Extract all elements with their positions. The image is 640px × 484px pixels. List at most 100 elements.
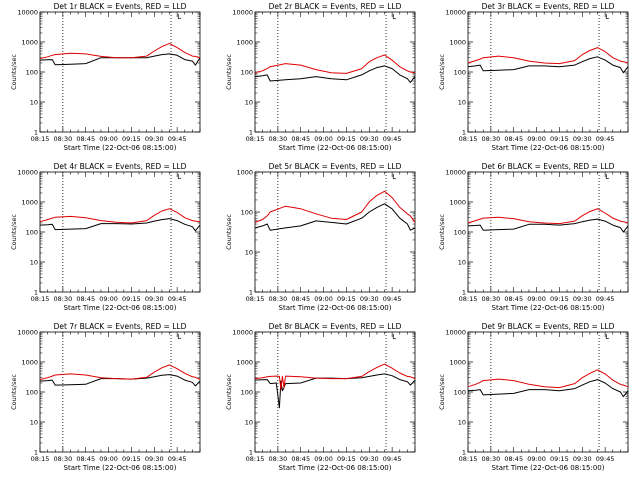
x-tick-label: 08:15 bbox=[459, 455, 478, 463]
y-tick-label: 100 bbox=[454, 229, 466, 237]
panel-det-7r: Det 7r BLACK = Events, RED = LLD L 1 10 100 1… bbox=[10, 322, 201, 472]
x-tick-label: 08:30 bbox=[268, 455, 287, 463]
x-axis-label: Start Time (22-Oct-06 08:15:00) bbox=[279, 144, 392, 152]
x-tick-label: 09:45 bbox=[596, 455, 615, 463]
series-line-events-black bbox=[39, 374, 201, 387]
x-tick-label: 09:15 bbox=[337, 135, 356, 143]
plot-frame bbox=[254, 11, 416, 133]
y-tick-label: 1000 bbox=[21, 359, 38, 367]
legend-mark: L bbox=[605, 333, 609, 341]
x-tick-label: 09:15 bbox=[122, 295, 141, 303]
y-tick-label: 10000 bbox=[445, 169, 466, 177]
x-tick-label: 09:00 bbox=[527, 295, 546, 303]
x-tick-label: 08:45 bbox=[504, 455, 523, 463]
y-tick-label: 100 bbox=[241, 69, 253, 77]
x-tick-label: 09:30 bbox=[145, 295, 164, 303]
x-tick-label: 08:30 bbox=[481, 295, 500, 303]
series-line-lld-red bbox=[467, 47, 629, 65]
x-axis-label: Start Time (22-Oct-06 08:15:00) bbox=[492, 144, 605, 152]
y-tick-label: 10 bbox=[458, 99, 466, 107]
x-tick-label: 09:30 bbox=[573, 135, 592, 143]
series-line-events-black bbox=[39, 53, 201, 66]
x-tick-label: 08:15 bbox=[246, 135, 265, 143]
y-tick-label: 10 bbox=[245, 99, 253, 107]
x-tick-label: 09:15 bbox=[550, 135, 569, 143]
x-tick-label: 08:45 bbox=[291, 135, 310, 143]
x-tick-label: 09:15 bbox=[550, 455, 569, 463]
x-tick-label: 09:00 bbox=[99, 135, 118, 143]
y-axis-label: Counts/sec bbox=[10, 214, 18, 250]
x-tick-label: 09:00 bbox=[527, 455, 546, 463]
x-tick-label: 09:45 bbox=[383, 135, 402, 143]
y-axis-label: Counts/sec bbox=[438, 214, 446, 250]
x-tick-label: 09:15 bbox=[122, 455, 141, 463]
legend-mark: L bbox=[177, 13, 181, 21]
x-tick-label: 08:15 bbox=[246, 455, 265, 463]
y-axis-label: Counts/sec bbox=[438, 374, 446, 410]
y-tick-label: 100 bbox=[26, 69, 38, 77]
panel-title: Det 7r BLACK = Events, RED = LLD bbox=[54, 322, 187, 331]
series-line-lld-red bbox=[39, 364, 201, 381]
x-tick-label: 09:30 bbox=[573, 455, 592, 463]
x-axis-label: Start Time (22-Oct-06 08:15:00) bbox=[64, 304, 177, 312]
legend-mark: L bbox=[177, 173, 181, 181]
x-tick-label: 09:30 bbox=[360, 455, 379, 463]
x-tick-label: 08:30 bbox=[268, 135, 287, 143]
y-tick-label: 10 bbox=[245, 249, 253, 257]
y-tick-label: 100 bbox=[26, 389, 38, 397]
x-tick-label: 08:30 bbox=[53, 295, 72, 303]
panel-title: Det 5r BLACK = Events, RED = LLD bbox=[269, 162, 402, 171]
y-tick-label: 1000 bbox=[21, 39, 38, 47]
series-line-events-black bbox=[39, 218, 201, 232]
panel-det-6r: Det 6r BLACK = Events, RED = LLD L 1 10 100 1… bbox=[438, 162, 629, 312]
y-tick-label: 1000 bbox=[449, 359, 466, 367]
y-tick-label: 10 bbox=[245, 419, 253, 427]
x-tick-label: 09:45 bbox=[168, 455, 187, 463]
series-line-events-black bbox=[467, 56, 629, 74]
panel-det-8r: Det 8r BLACK = Events, RED = LLD L 1 10 100 1… bbox=[225, 322, 416, 472]
legend-mark: L bbox=[605, 173, 609, 181]
x-tick-label: 09:00 bbox=[314, 135, 333, 143]
series-line-events-black bbox=[467, 218, 629, 233]
y-tick-label: 100 bbox=[241, 209, 253, 217]
x-tick-label: 08:15 bbox=[31, 135, 50, 143]
series-line-lld-red bbox=[467, 369, 629, 389]
y-tick-label: 1 bbox=[462, 129, 466, 137]
x-tick-label: 08:15 bbox=[31, 295, 50, 303]
legend-mark: L bbox=[392, 173, 396, 181]
x-tick-label: 09:00 bbox=[99, 455, 118, 463]
y-axis-label: Counts/sec bbox=[225, 214, 233, 250]
y-tick-label: 10 bbox=[458, 419, 466, 427]
plot-frame bbox=[467, 11, 629, 133]
x-tick-label: 09:00 bbox=[527, 135, 546, 143]
panel-det-1r: Det 1r BLACK = Events, RED = LLD L 1 10 100 1… bbox=[10, 2, 201, 152]
y-tick-label: 100 bbox=[454, 389, 466, 397]
y-tick-label: 1000 bbox=[236, 39, 253, 47]
panel-det-2r: Det 2r BLACK = Events, RED = LLD L 1 10 100 1… bbox=[225, 2, 416, 152]
x-axis-label: Start Time (22-Oct-06 08:15:00) bbox=[279, 464, 392, 472]
y-axis-label: Counts/sec bbox=[225, 374, 233, 410]
y-tick-label: 100 bbox=[26, 229, 38, 237]
x-tick-label: 09:15 bbox=[550, 295, 569, 303]
x-tick-label: 09:15 bbox=[337, 455, 356, 463]
y-axis-label: Counts/sec bbox=[10, 54, 18, 90]
x-tick-label: 08:30 bbox=[53, 135, 72, 143]
y-tick-label: 1 bbox=[462, 449, 466, 457]
x-axis-label: Start Time (22-Oct-06 08:15:00) bbox=[492, 304, 605, 312]
x-tick-label: 08:15 bbox=[459, 135, 478, 143]
x-tick-label: 08:45 bbox=[76, 135, 95, 143]
series-line-events-black bbox=[254, 203, 416, 231]
plot-frame bbox=[254, 331, 416, 453]
panel-det-9r: Det 9r BLACK = Events, RED = LLD L 1 10 100 1… bbox=[438, 322, 629, 472]
x-tick-label: 09:30 bbox=[360, 295, 379, 303]
y-tick-label: 1000 bbox=[449, 39, 466, 47]
x-tick-label: 08:30 bbox=[53, 455, 72, 463]
y-tick-label: 1000 bbox=[449, 199, 466, 207]
y-tick-label: 10000 bbox=[232, 9, 253, 17]
y-tick-label: 1 bbox=[34, 129, 38, 137]
panel-title: Det 1r BLACK = Events, RED = LLD bbox=[54, 2, 187, 11]
x-tick-label: 09:30 bbox=[360, 135, 379, 143]
x-tick-label: 09:00 bbox=[314, 295, 333, 303]
y-tick-label: 1 bbox=[34, 289, 38, 297]
